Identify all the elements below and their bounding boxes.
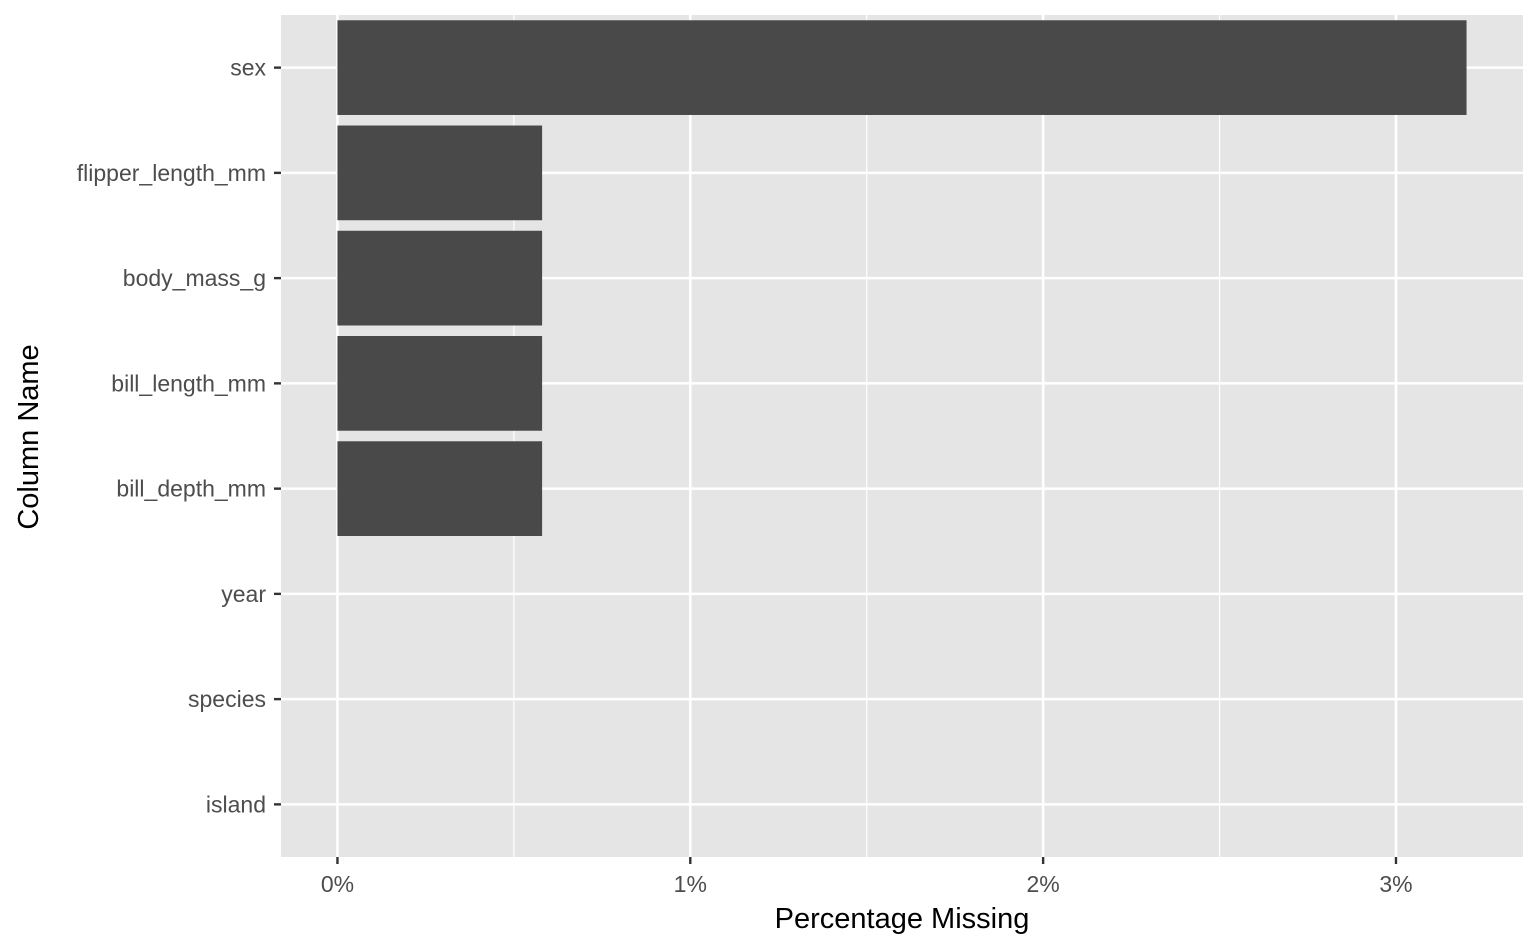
bar-bill_length_mm — [337, 336, 543, 431]
x-axis: 0% 1% 2% 3% — [321, 857, 1413, 897]
bars — [337, 20, 1467, 536]
bar-sex — [337, 20, 1467, 115]
y-tick-label: island — [206, 791, 266, 817]
y-tick-label: sex — [230, 55, 266, 81]
y-tick-label: bill_length_mm — [111, 370, 266, 396]
y-tick-label: bill_depth_mm — [116, 476, 266, 502]
y-axis: sex flipper_length_mm body_mass_g bill_leng… — [77, 55, 281, 817]
bar-flipper_length_mm — [337, 125, 543, 221]
y-tick-label: year — [221, 581, 266, 607]
y-tick-label: flipper_length_mm — [77, 160, 266, 186]
x-tick-label: 1% — [674, 871, 707, 897]
x-tick-label: 3% — [1379, 871, 1412, 897]
bar-bill_depth_mm — [337, 441, 543, 536]
x-tick-label: 0% — [321, 871, 354, 897]
x-tick-label: 2% — [1027, 871, 1060, 897]
bar-body_mass_g — [337, 230, 543, 326]
y-tick-label: body_mass_g — [123, 265, 266, 291]
y-tick-label: species — [188, 686, 266, 712]
y-axis-title: Column Name — [13, 344, 45, 529]
x-axis-title: Percentage Missing — [775, 903, 1030, 935]
